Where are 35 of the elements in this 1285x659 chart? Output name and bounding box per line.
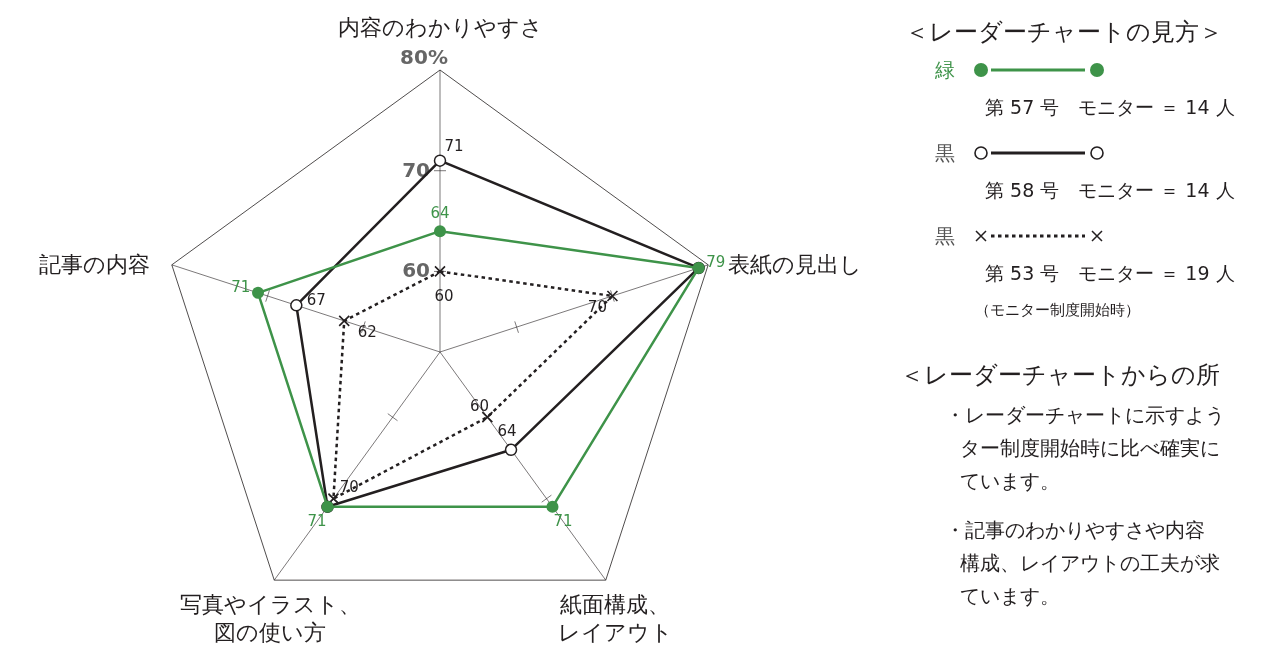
data-label: 67: [306, 291, 326, 310]
text: （モニター制度開始時）: [975, 301, 1140, 319]
text: ・記事のわかりやすさや内容: [945, 518, 1205, 542]
data-label: 64: [430, 204, 450, 223]
spoke-label: 内容のわかりやすさ: [337, 15, 543, 40]
text: ・レーダーチャートに示すよう: [945, 403, 1225, 427]
data-label: 64: [497, 421, 517, 440]
text: 黒: [935, 141, 955, 165]
text: ています。: [960, 469, 1060, 493]
spoke-label: 表紙の見出し: [728, 252, 862, 277]
legend-title: ＜レーダーチャートの見方＞: [905, 18, 1223, 46]
data-label: 60: [434, 287, 454, 306]
data-label: 70: [339, 478, 359, 497]
spoke-label: 写真やイラスト、図の使い方: [179, 592, 361, 645]
data-label: 70: [587, 298, 607, 317]
data-label: 79: [706, 253, 726, 272]
y-tick-label: 80%: [400, 45, 448, 69]
legend-label: 第 53 号 モニター ＝ 19 人: [985, 262, 1235, 284]
spoke-label: 記事の内容: [39, 252, 150, 277]
text: 黒: [935, 224, 955, 248]
legend-label: 第 57 号 モニター ＝ 14 人: [985, 96, 1235, 118]
data-label: 71: [553, 512, 573, 531]
text: ター制度開始時に比べ確実に: [960, 436, 1220, 460]
data-label: 62: [357, 323, 377, 342]
spoke-label: 紙面構成、レイアウト: [557, 592, 673, 645]
text: ＜レーダーチャートからの所: [900, 361, 1220, 389]
data-label: 71: [307, 512, 327, 531]
data-label: 71: [231, 278, 251, 297]
legend-label: 第 58 号 モニター ＝ 14 人: [985, 179, 1235, 201]
text: 構成、レイアウトの工夫が求: [960, 551, 1220, 575]
text: 緑: [934, 58, 955, 82]
data-label: 60: [470, 397, 490, 415]
y-tick-label: 60: [402, 258, 430, 283]
data-label: 71: [444, 136, 464, 155]
text: ています。: [960, 584, 1060, 608]
